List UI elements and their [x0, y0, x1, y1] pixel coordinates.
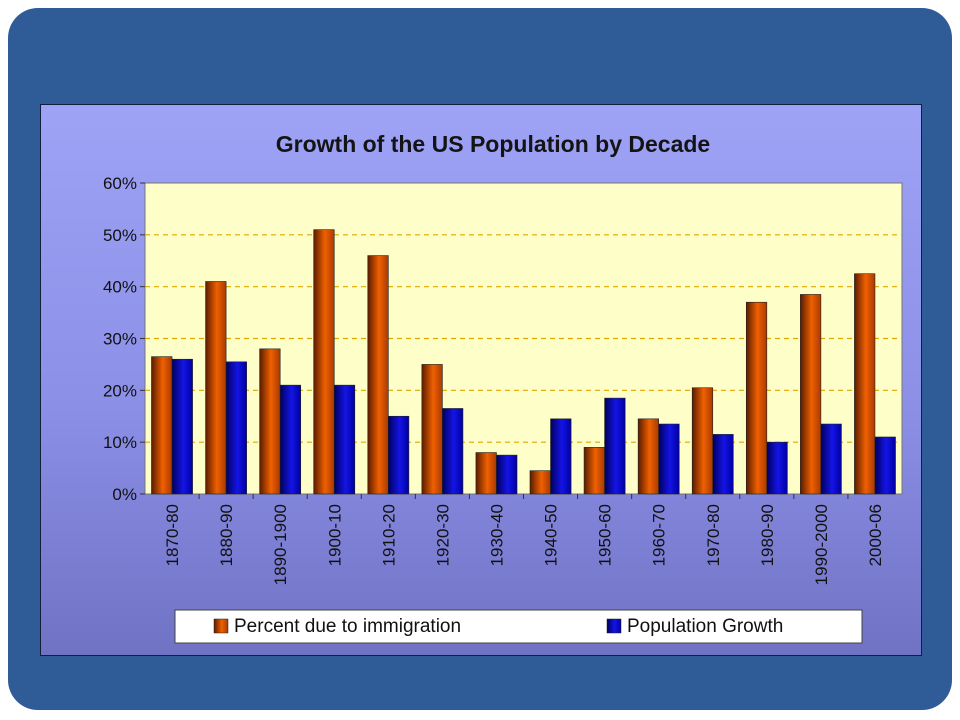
bar-immigration	[259, 348, 281, 495]
x-tick-label: 1950-60	[596, 504, 615, 566]
legend-swatch-population	[606, 618, 622, 634]
bar-population-growth	[820, 423, 842, 495]
legend-box	[174, 609, 863, 644]
bar-immigration	[205, 281, 227, 495]
bar-immigration	[367, 255, 389, 495]
x-tick-label: 1880-90	[217, 504, 236, 566]
x-tick-label: 1980-90	[758, 504, 777, 566]
bar-population-growth	[225, 361, 247, 495]
x-tick-label: 1900-10	[325, 504, 344, 566]
x-tick-label: 1990-2000	[812, 504, 831, 585]
bar-immigration	[854, 273, 876, 495]
x-tick-label: 1960-70	[650, 504, 669, 566]
x-tick-label: 1930-40	[487, 504, 506, 566]
bar-chart: Growth of the US Population by Decade 0%…	[103, 131, 903, 644]
y-tick-label: 60%	[103, 174, 137, 193]
legend-swatch-immigration	[213, 618, 229, 634]
bar-immigration	[691, 387, 714, 495]
bar-immigration	[421, 364, 443, 495]
x-tick-label: 1870-80	[163, 504, 182, 566]
bar-immigration	[151, 356, 173, 495]
bar-population-growth	[712, 434, 734, 495]
bar-population-growth	[388, 415, 410, 495]
y-tick-label: 40%	[103, 278, 137, 297]
legend: Percent due to immigration Population Gr…	[174, 609, 863, 644]
bar-population-growth	[874, 436, 896, 495]
bar-population-growth	[171, 358, 193, 495]
bar-population-growth	[604, 397, 626, 495]
x-tick-label: 1970-80	[704, 504, 723, 566]
bar-immigration	[800, 294, 822, 495]
bar-immigration	[583, 447, 605, 495]
y-tick-label: 0%	[112, 485, 137, 504]
legend-label-immigration: Percent due to immigration	[234, 616, 461, 637]
bar-immigration	[637, 418, 659, 495]
bar-immigration	[745, 301, 768, 495]
chart-frame: Growth of the US Population by Decade 0%…	[40, 104, 922, 656]
bar-immigration	[529, 470, 551, 495]
x-tick-label: 1920-30	[433, 504, 452, 566]
bar-immigration	[313, 229, 335, 495]
bar-population-growth	[550, 418, 572, 495]
bar-population-growth	[333, 384, 356, 495]
bar-population-growth	[279, 384, 302, 495]
y-tick-label: 30%	[103, 330, 137, 349]
chart-title: Growth of the US Population by Decade	[276, 131, 710, 157]
x-tick-label: 1910-20	[379, 504, 398, 566]
x-tick-label: 1940-50	[542, 504, 561, 566]
y-tick-label: 50%	[103, 226, 137, 245]
x-tick-label: 2000-06	[866, 504, 885, 566]
x-tick-label: 1890-1900	[271, 504, 290, 585]
bar-population-growth	[496, 454, 518, 495]
bar-immigration	[475, 452, 497, 495]
bar-population-growth	[766, 441, 788, 495]
y-tick-label: 10%	[103, 433, 137, 452]
bar-population-growth	[442, 408, 464, 495]
legend-label-population: Population Growth	[627, 616, 783, 637]
bar-population-growth	[658, 423, 680, 495]
slide-background: Growth of the US Population by Decade 0%…	[8, 8, 952, 710]
y-tick-label: 20%	[103, 381, 137, 400]
